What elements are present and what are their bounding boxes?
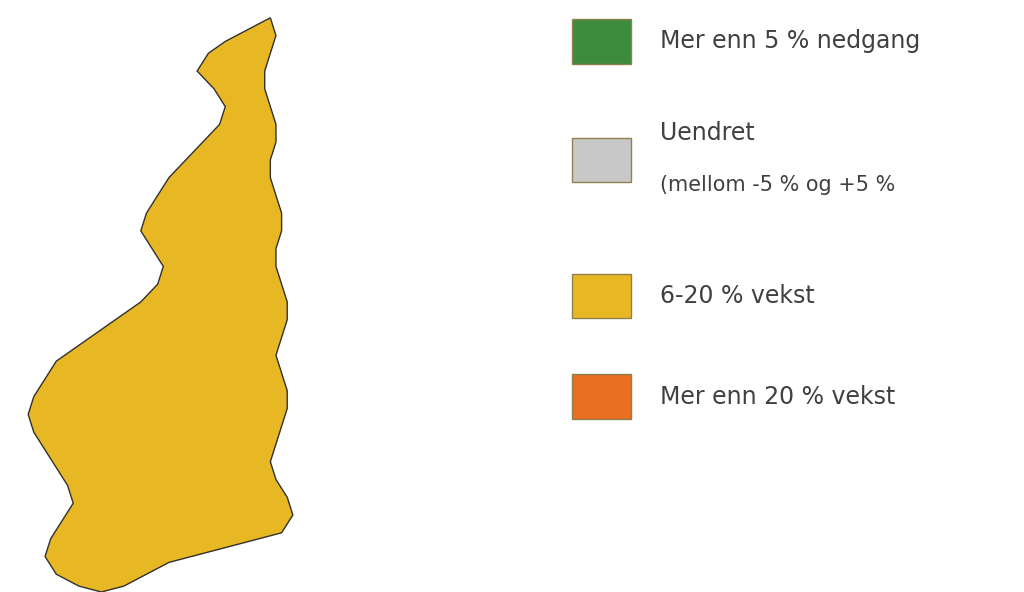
Text: Mer enn 5 % nedgang: Mer enn 5 % nedgang bbox=[660, 30, 921, 53]
FancyBboxPatch shape bbox=[571, 138, 631, 182]
Text: 6-20 % vekst: 6-20 % vekst bbox=[660, 284, 815, 308]
FancyBboxPatch shape bbox=[571, 19, 631, 63]
Text: Mer enn 20 % vekst: Mer enn 20 % vekst bbox=[660, 385, 896, 408]
Polygon shape bbox=[29, 18, 293, 592]
FancyBboxPatch shape bbox=[571, 274, 631, 318]
Text: (mellom -5 % og +5 %: (mellom -5 % og +5 % bbox=[660, 175, 896, 195]
FancyBboxPatch shape bbox=[571, 374, 631, 419]
Text: Uendret: Uendret bbox=[660, 121, 755, 145]
